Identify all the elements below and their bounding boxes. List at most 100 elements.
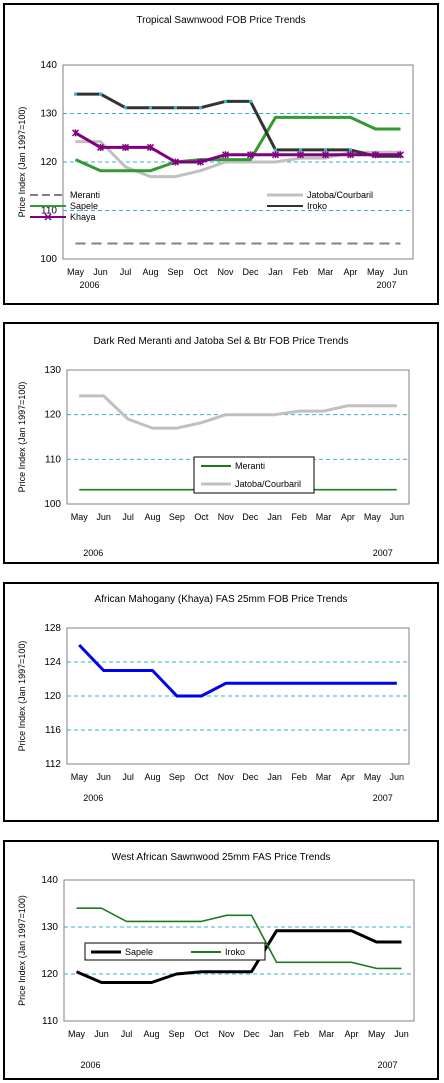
y-tick-label: 140 [40,60,57,71]
data-point [199,106,202,110]
series-line [79,394,397,430]
chart-khaya: African Mahogany (Khaya) FAS 25mm FOB Pr… [17,594,410,803]
year-label-end: 2007 [373,548,393,558]
chart-panel-west-african: West African Sawnwood 25mm FAS Price Tre… [3,840,439,1080]
data-point [71,129,80,137]
y-tick-label: 140 [41,875,58,886]
x-tick-label: Jun [96,772,111,782]
data-point [324,148,327,152]
x-tick-label: Aug [142,267,158,277]
chart-title: West African Sawnwood 25mm FAS Price Tre… [112,852,331,863]
x-tick-label: Mar [319,1029,335,1039]
x-tick-label: Oct [193,267,208,277]
data-point [146,143,155,151]
x-tick-label: Aug [144,772,160,782]
x-tick-label: Sep [167,267,183,277]
data-point [346,151,355,159]
legend-box [84,942,266,961]
x-tick-label: Sep [169,772,185,782]
x-tick-label: May [67,267,85,277]
x-tick-label: Jan [269,1029,284,1039]
data-point [299,148,302,152]
plot-area [66,369,410,505]
x-tick-label: May [71,512,89,522]
x-tick-label: Mar [318,267,334,277]
legend-label: Iroko [307,201,327,211]
x-tick-label: May [68,1029,86,1039]
data-point [221,151,230,159]
data-point [121,143,130,151]
x-tick-label: Dec [242,512,259,522]
plot-area [63,879,415,1022]
legend-label: Jatoba/Courbaril [235,479,301,489]
legend-box [193,456,315,494]
y-tick-label: 130 [40,109,57,120]
y-tick-label: 120 [44,691,61,702]
data-point [149,106,152,110]
x-tick-label: Feb [291,512,307,522]
year-label-end: 2007 [377,1060,397,1070]
series-line [74,115,401,173]
year-label-start: 2006 [83,548,103,558]
y-tick-label: 124 [44,657,61,668]
x-tick-label: Dec [243,1029,260,1039]
x-tick-label: Oct [194,772,209,782]
chart-panel-tropical-sawnwood: Tropical Sawnwood FOB Price Trends 100 110… [3,3,439,305]
data-point [124,106,127,110]
x-tick-label: May [364,512,382,522]
y-axis-label: Price Index (Jan 1997=100) [17,382,27,493]
legend-marker [44,213,52,221]
series-line [78,643,397,698]
x-tick-label: May [364,772,382,782]
legend-label: Khaya [70,212,96,222]
x-tick-label: Apr [341,512,355,522]
x-tick-label: Mar [316,772,332,782]
legend-label: Jatoba/Courbaril [307,190,373,200]
x-tick-label: Feb [294,1029,310,1039]
series-line [76,907,402,970]
x-tick-label: Oct [194,1029,209,1039]
x-tick-label: Jan [267,772,282,782]
x-tick-label: May [71,772,89,782]
x-tick-label: Feb [291,772,307,782]
chart-title: African Mahogany (Khaya) FAS 25mm FOB Pr… [95,594,348,605]
data-point [74,92,77,96]
x-tick-label: Jul [120,267,132,277]
x-tick-label: Nov [218,512,235,522]
data-point [274,148,277,152]
legend-label: Iroko [225,947,245,957]
year-label-end: 2007 [373,793,393,803]
data-point [246,151,255,159]
chart-west-african: West African Sawnwood 25mm FAS Price Tre… [17,852,415,1070]
x-tick-label: Oct [194,512,209,522]
y-tick-label: 120 [44,410,61,421]
y-tick-label: 120 [40,157,57,168]
data-point [96,143,105,151]
x-tick-label: Dec [242,267,259,277]
x-tick-label: Nov [218,1029,235,1039]
data-point [196,158,205,166]
data-point [296,151,305,159]
legend-label: Meranti [235,461,265,471]
x-tick-label: Dec [242,772,259,782]
data-point [371,151,380,159]
chart-title: Dark Red Meranti and Jatoba Sel & Btr FO… [93,336,348,347]
x-tick-label: Sep [168,1029,184,1039]
x-tick-label: Jun [393,267,408,277]
x-tick-label: Apr [341,772,355,782]
x-tick-label: Jul [122,512,134,522]
y-axis-label: Price Index (Jan 1997=100) [17,641,27,752]
series-line [75,929,402,984]
chart-meranti-jatoba: Dark Red Meranti and Jatoba Sel & Btr FO… [17,336,410,558]
x-tick-label: Jun [390,512,405,522]
x-tick-label: Jan [268,267,283,277]
legend-label: Sapele [70,201,98,211]
y-axis-label: Price Index (Jan 1997=100) [17,107,27,218]
year-label-start: 2006 [80,1060,100,1070]
chart-tropical-sawnwood: Tropical Sawnwood FOB Price Trends 100 110… [17,15,414,290]
data-point [321,151,330,159]
y-tick-label: 116 [45,725,61,736]
data-point [349,148,352,152]
data-point [224,99,227,103]
data-point [99,92,102,96]
